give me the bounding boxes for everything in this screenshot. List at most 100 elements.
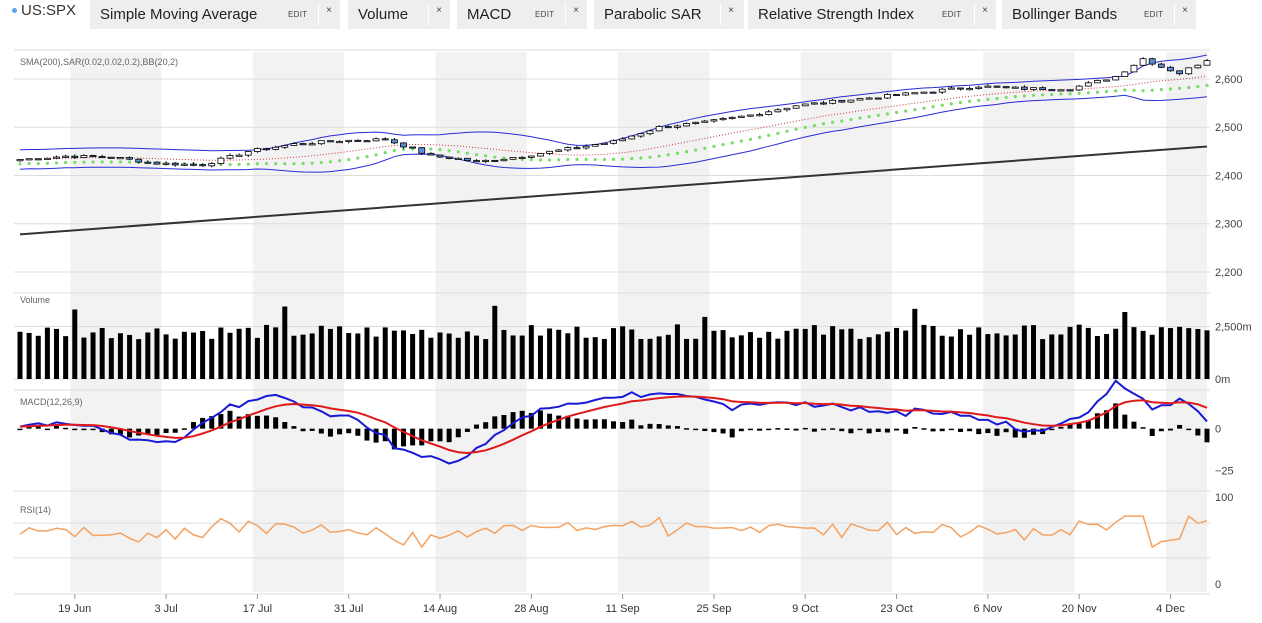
volume-bar [757, 337, 763, 379]
volume-bar [382, 327, 388, 379]
volume-bar [1067, 326, 1073, 379]
macd-histogram-bar [108, 428, 114, 435]
macd-histogram-bar [190, 422, 196, 429]
bollinger-lower-line [19, 94, 1208, 173]
sar-dot [949, 102, 953, 106]
candle-body [80, 155, 88, 158]
volume-bar [428, 337, 434, 379]
macd-histogram-bar [1049, 428, 1055, 431]
candle-body [847, 99, 855, 103]
sar-dot [456, 150, 460, 154]
macd-histogram-bar [720, 428, 726, 434]
sar-dot [940, 103, 944, 107]
macd-histogram-bar [574, 418, 580, 429]
macd-histogram-bar [309, 428, 315, 431]
sar-dot [1159, 88, 1163, 92]
candle-body [190, 163, 197, 166]
macd-histogram-bar [72, 428, 78, 431]
sar-dot [100, 160, 104, 164]
sar-dot [657, 154, 661, 158]
tab-macd[interactable]: MACD EDIT × [457, 0, 587, 29]
candle-body [381, 138, 389, 141]
volume-bar [373, 336, 379, 379]
tab-volume[interactable]: Volume × [348, 0, 450, 29]
sar-dot [1050, 92, 1054, 97]
macd-histogram-bar [1058, 426, 1064, 429]
edit-button[interactable]: EDIT [535, 10, 555, 19]
sar-dot [447, 149, 451, 153]
candle-body [527, 155, 535, 158]
edit-button[interactable]: EDIT [942, 10, 962, 19]
sma-line [19, 145, 1208, 236]
macd-histogram-bar [273, 417, 279, 429]
sar-dot [913, 108, 917, 112]
macd-histogram-bar [117, 428, 123, 435]
candle-body [500, 158, 508, 162]
volume-bar [501, 329, 507, 379]
volume-bar [884, 331, 890, 379]
tab-bollinger-bands[interactable]: Bollinger Bands EDIT × [1002, 0, 1196, 29]
volume-bar [99, 327, 105, 379]
sar-dot [1077, 91, 1081, 95]
macd-y-axis: 0 −25 [1215, 424, 1234, 478]
candle-body [801, 103, 809, 107]
volume-bar [510, 335, 516, 379]
volume-bar [200, 331, 206, 379]
y-tick-label: 100 [1215, 492, 1233, 504]
volume-bar [994, 333, 1000, 379]
candle-body [454, 157, 462, 160]
tab-simple-moving-average[interactable]: Simple Moving Average EDIT × [90, 0, 340, 29]
shade-band [435, 52, 527, 592]
close-icon[interactable]: × [318, 3, 339, 25]
volume-bar [811, 325, 817, 379]
tab-relative-strength-index[interactable]: Relative Strength Index EDIT × [748, 0, 996, 29]
edit-button[interactable]: EDIT [1144, 10, 1164, 19]
volume-bar [528, 325, 534, 379]
candle-body [719, 118, 727, 121]
close-icon[interactable]: × [720, 3, 741, 25]
volume-bar [117, 333, 123, 379]
sar-dot [1013, 95, 1017, 99]
macd-histogram-bar [1003, 428, 1009, 433]
tab-parabolic-sar[interactable]: Parabolic SAR × [594, 0, 744, 29]
candle-body [1084, 82, 1092, 87]
candle-body [1094, 79, 1101, 84]
close-icon[interactable]: × [428, 3, 449, 25]
macd-histogram-bar [318, 428, 324, 434]
macd-histogram-bar [1021, 428, 1027, 438]
macd-histogram-bar [464, 428, 470, 432]
volume-bar [72, 309, 78, 379]
volume-bar [894, 327, 900, 379]
candle-body [1148, 58, 1156, 65]
candle-body [509, 157, 517, 160]
candle-body [199, 164, 207, 167]
macd-histogram-bar [364, 428, 370, 441]
macd-histogram-bar [1094, 413, 1100, 429]
sar-dot [712, 144, 716, 149]
candle-body [1176, 70, 1184, 75]
candle-body [418, 147, 426, 154]
sar-dot [36, 161, 40, 166]
macd-histogram-bar [921, 428, 927, 430]
sar-dot [958, 100, 963, 105]
edit-button[interactable]: EDIT [288, 10, 308, 19]
macd-histogram-bar [209, 416, 215, 429]
sar-dot [694, 148, 698, 152]
sar-dot [27, 161, 31, 166]
close-icon[interactable]: × [565, 3, 586, 25]
macd-histogram-bar [711, 428, 717, 433]
sar-dot [703, 146, 707, 150]
sar-dot [794, 127, 798, 131]
week-shading [70, 52, 1207, 592]
sar-dot [1004, 95, 1008, 100]
macd-histogram-bar [291, 426, 297, 429]
close-icon[interactable]: × [974, 3, 995, 25]
close-icon[interactable]: × [1174, 3, 1195, 25]
candle-body [856, 98, 864, 101]
volume-bar [355, 333, 361, 379]
macd-histogram-bar [400, 428, 406, 447]
candle-body [253, 148, 261, 152]
volume-bar [410, 334, 416, 379]
volume-bar [227, 332, 233, 379]
